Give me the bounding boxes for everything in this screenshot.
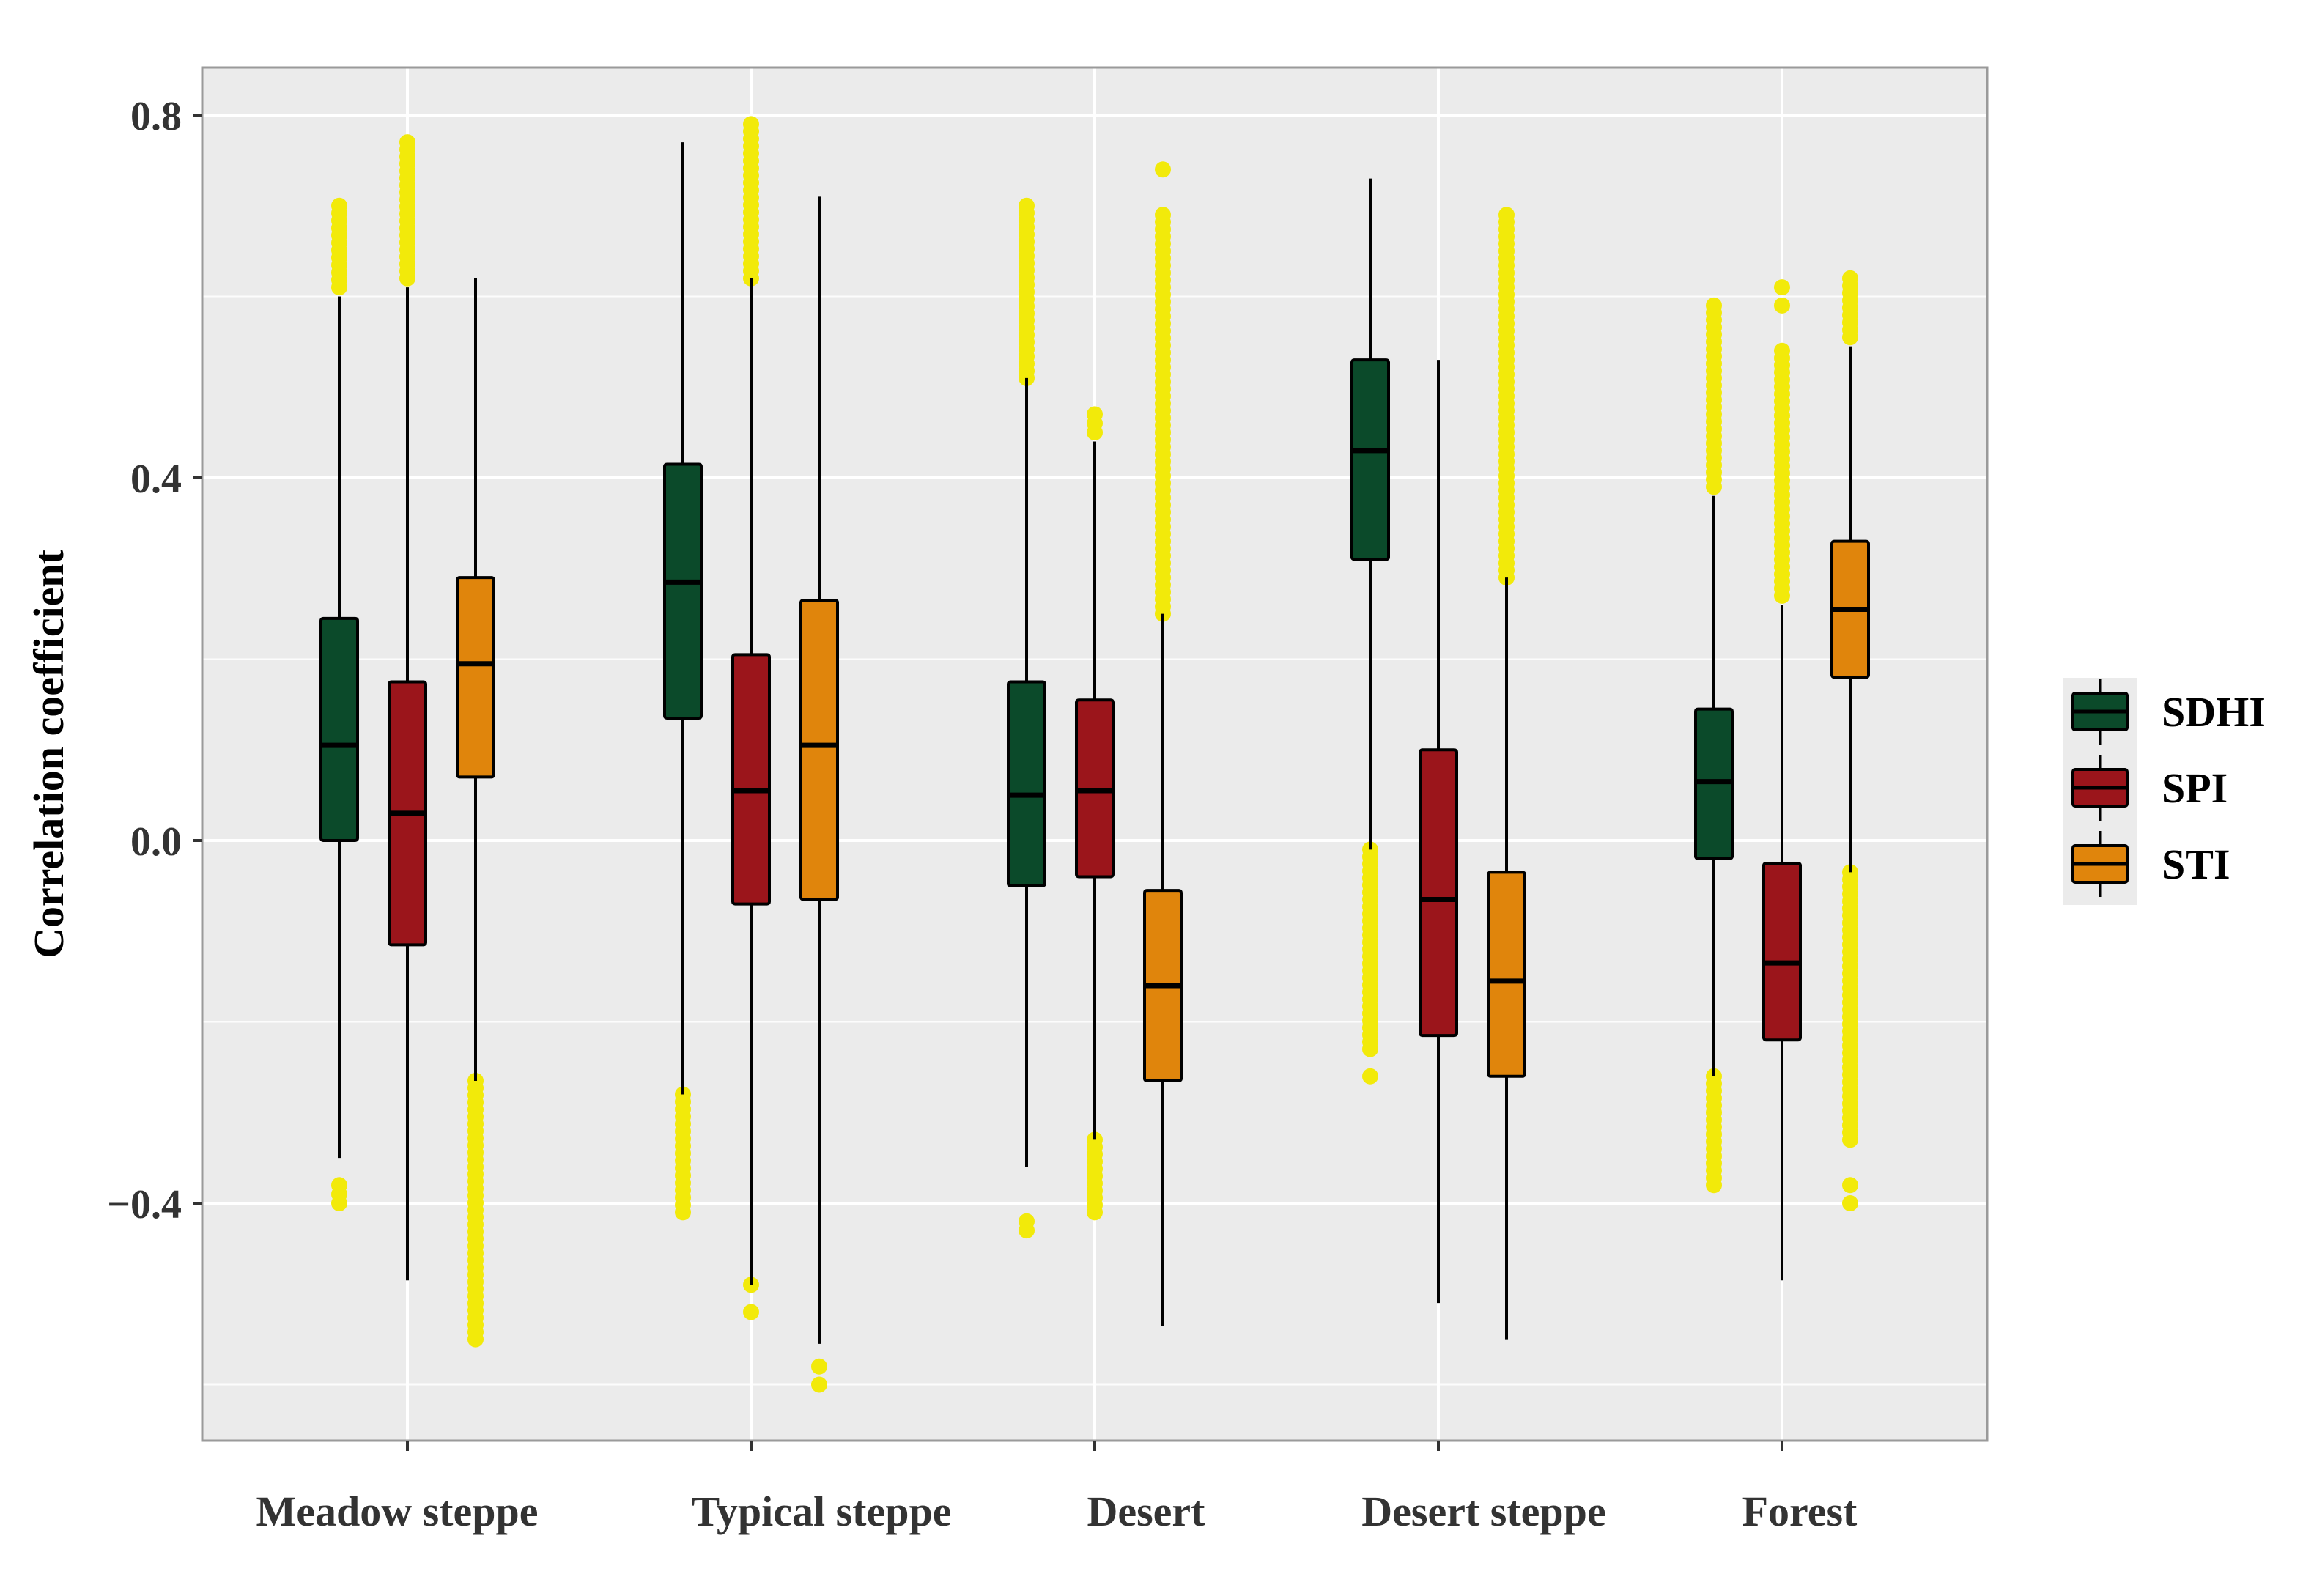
outlier-point xyxy=(1155,161,1171,178)
y-axis-title: Correlation coefficient xyxy=(25,549,73,958)
outlier-point xyxy=(1842,1195,1858,1211)
outlier-point xyxy=(811,1376,827,1393)
x-tick-label: Desert steppe xyxy=(1361,1488,1605,1535)
box-STI-forest xyxy=(1830,346,1870,873)
box-body xyxy=(799,599,839,901)
axis-layer: −0.4 0.0 0.4 0.8 Meadow steppe Typical steppe… xyxy=(107,94,1858,1535)
box-SPI-meadow-steppe xyxy=(388,287,427,1281)
box-body xyxy=(1487,871,1526,1078)
outlier-point xyxy=(1019,197,1035,214)
outlier-point xyxy=(399,134,415,151)
box-SDHI-typical-steppe xyxy=(663,142,703,1095)
outlier-point xyxy=(331,197,347,214)
box-SDHI-meadow-steppe xyxy=(319,296,359,1159)
outlier-point xyxy=(811,1358,827,1375)
box-STI-desert-steppe xyxy=(1487,577,1526,1340)
legend-label-sti: STI xyxy=(2162,841,2230,888)
box-body xyxy=(1350,358,1390,561)
x-tick-label: Forest xyxy=(1742,1488,1858,1535)
box-body xyxy=(1007,680,1046,887)
box-body xyxy=(663,462,703,720)
box-STI-typical-steppe xyxy=(799,196,839,1344)
outlier-point xyxy=(1155,207,1171,223)
outlier-point xyxy=(1706,297,1722,314)
outlier-point xyxy=(1087,406,1103,423)
outlier-point xyxy=(1842,1177,1858,1194)
y-tick-label: 0.0 xyxy=(130,819,182,865)
box-body xyxy=(1762,861,1802,1042)
box-SPI-desert xyxy=(1075,441,1115,1140)
outlier-point xyxy=(1774,342,1790,359)
box-SPI-typical-steppe xyxy=(731,278,771,1285)
box-body xyxy=(456,576,495,779)
outlier-point xyxy=(1774,297,1790,314)
outlier-point xyxy=(1019,1222,1035,1239)
x-tick-label: Typical steppe xyxy=(692,1488,952,1535)
legend-label-spi: SPI xyxy=(2162,764,2228,812)
box-STI-desert xyxy=(1143,613,1183,1326)
box-layer xyxy=(319,142,1870,1344)
y-tick-label: −0.4 xyxy=(107,1182,182,1227)
outlier-point xyxy=(743,116,759,133)
x-tick-label: Desert xyxy=(1087,1488,1205,1535)
outlier-point xyxy=(331,1195,347,1211)
outlier-point xyxy=(1498,207,1515,223)
box-body xyxy=(731,653,771,906)
outlier-layer xyxy=(331,116,1858,1393)
legend: SDHI SPI STI xyxy=(2063,678,2266,905)
box-SPI-forest xyxy=(1762,605,1802,1281)
box-body xyxy=(319,616,359,842)
box-SDHI-desert xyxy=(1007,377,1046,1167)
box-SDHI-desert-steppe xyxy=(1350,178,1390,850)
outlier-point xyxy=(1774,279,1790,296)
legend-label-sdhi: SDHI xyxy=(2162,688,2266,736)
box-body xyxy=(1419,748,1458,1038)
outlier-point xyxy=(1842,270,1858,287)
box-SPI-desert-steppe xyxy=(1419,360,1458,1304)
y-tick-label: 0.4 xyxy=(130,457,182,502)
box-STI-meadow-steppe xyxy=(456,278,495,1081)
x-tick-label: Meadow steppe xyxy=(256,1488,538,1535)
box-SDHI-forest xyxy=(1694,495,1734,1076)
outlier-point xyxy=(1362,1068,1378,1085)
y-tick-label: 0.8 xyxy=(130,94,182,139)
outlier-point xyxy=(743,1304,759,1320)
